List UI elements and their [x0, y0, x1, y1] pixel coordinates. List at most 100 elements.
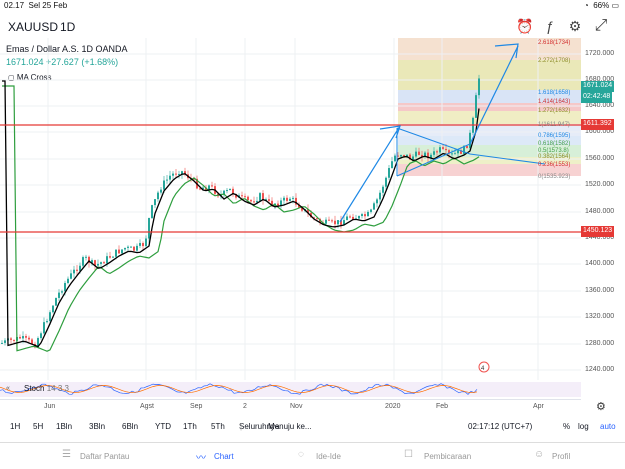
candle-body [82, 257, 84, 266]
range-button[interactable]: 1Bln [56, 422, 73, 431]
tab-chat[interactable]: Pembicaraan [424, 452, 472, 461]
fib-band [398, 124, 581, 136]
candle-body [406, 154, 408, 157]
range-button[interactable]: 6Bln [122, 422, 139, 431]
auto-toggle[interactable]: auto [600, 422, 616, 431]
fib-level-label: 0.382(1564) [538, 154, 571, 160]
stoch-pane[interactable] [0, 380, 581, 399]
range-button[interactable]: 5Th [211, 422, 225, 431]
candle-body [22, 336, 24, 339]
candle-body [286, 197, 288, 201]
log-toggle[interactable]: log [578, 422, 589, 431]
candle-body [97, 263, 99, 266]
range-button[interactable]: 1H [10, 422, 21, 431]
goto-date-button[interactable]: Menuju ke... [268, 422, 312, 431]
axis-settings-icon[interactable]: ⚙ [596, 401, 606, 413]
candle-body [211, 185, 213, 187]
chart-icon: 〰 [196, 453, 206, 464]
interval-selector[interactable]: 1D [60, 20, 76, 34]
tab-chart[interactable]: Chart [214, 452, 234, 461]
collapse-icon[interactable]: « [6, 385, 10, 392]
grid [0, 38, 581, 380]
price-axis[interactable]: 1720.000 1680.000 1640.000 1600.000 1560.000… [581, 38, 625, 378]
candle-body [403, 154, 405, 157]
candle-body [52, 305, 54, 313]
fib-level-label: 0.786(1595) [538, 133, 571, 139]
candle-body [259, 193, 261, 201]
candle-body [391, 161, 393, 169]
fib-retracement[interactable] [398, 38, 581, 176]
candle-body [460, 150, 462, 154]
stoch-legend[interactable]: Stoch 14 3 3 [24, 384, 69, 393]
candle-body [394, 155, 396, 162]
tab-ideas[interactable]: Ide-Ide [316, 452, 341, 461]
event-marker[interactable]: 4 [478, 361, 490, 373]
range-button[interactable]: 1Th [183, 422, 197, 431]
indicator-ma-cross[interactable]: ▢ MA Cross [4, 72, 56, 84]
indicators-icon[interactable]: ƒ [546, 18, 554, 34]
chart-legend: Emas / Dollar A.S. 1D OANDA 1671.024 +27… [6, 44, 128, 67]
stoch-params: 14 3 3 [46, 384, 69, 393]
candle-body [91, 260, 93, 263]
time-axis[interactable]: Jun Agst Sep 2 Nov 2020 Feb Apr [0, 399, 581, 413]
projection-path[interactable] [339, 43, 519, 223]
fib-band [398, 103, 581, 111]
candle-body [163, 180, 165, 190]
candle-body [301, 207, 303, 211]
candle-body [85, 256, 87, 258]
time-tick: Sep [190, 403, 203, 410]
top-toolbar: XAUUSD 1D ⏰ ƒ ⚙ ⤢ [0, 12, 625, 40]
candle-body [385, 177, 387, 187]
candle-body [4, 340, 6, 343]
price-tick: 1480.000 [585, 208, 615, 215]
price-tick: 1680.000 [585, 76, 615, 83]
tab-profile[interactable]: Profil [552, 452, 571, 461]
ma-fast-line [2, 80, 480, 348]
price-chart[interactable]: 4 [0, 38, 581, 380]
candle-body [334, 220, 336, 225]
candle-body [79, 265, 81, 271]
candle-body [328, 219, 330, 221]
resistance-price-label: 1611.392 [581, 119, 614, 130]
stoch-k-line [0, 383, 478, 395]
separator: | [240, 422, 243, 431]
percent-toggle[interactable]: % [563, 422, 571, 431]
range-button[interactable]: Seluruhnya [239, 422, 280, 431]
status-indicators: ◔ 66% ▭ [583, 1, 619, 10]
tab-watchlist[interactable]: Daftar Pantau [80, 452, 130, 461]
candle-body [148, 218, 150, 239]
range-button[interactable]: YTD [155, 422, 171, 431]
candle-body [193, 178, 195, 180]
bar-countdown-label: 02:42:48 [581, 92, 613, 103]
status-time-date: 02.17 Sel 25 Feb [4, 1, 68, 10]
candle-body [166, 179, 168, 181]
fib-level-label: 0(1535.923) [538, 174, 571, 180]
range-button[interactable]: 5H [33, 422, 44, 431]
legend-title: Emas / Dollar A.S. 1D OANDA [6, 44, 128, 54]
clock-label[interactable]: 02:17:12 (UTC+7) [468, 422, 533, 431]
candle-body [49, 312, 51, 322]
range-button[interactable]: 3Bln [89, 422, 106, 431]
time-tick: 2 [243, 403, 247, 410]
indicator-label: MA Cross [16, 73, 52, 82]
fullscreen-icon[interactable]: ⤢ [594, 17, 608, 34]
chat-icon: ☐ [404, 449, 413, 460]
fib-band [398, 151, 581, 157]
fib-band [398, 145, 581, 151]
candle-body [151, 205, 153, 219]
candle-body [142, 243, 144, 247]
svg-text:4: 4 [481, 366, 485, 372]
candle-body [295, 197, 297, 205]
stoch-d-line [0, 385, 478, 393]
fib-band [398, 111, 581, 124]
candle-body [61, 291, 63, 293]
time-tick: 2020 [385, 403, 401, 410]
candle-body [451, 153, 453, 155]
settings-icon[interactable]: ⚙ [568, 18, 582, 34]
symbol-selector[interactable]: XAUUSD [8, 20, 59, 34]
candle-body [256, 200, 258, 203]
candle-body [46, 321, 48, 323]
alarm-icon[interactable]: ⏰ [516, 18, 534, 34]
time-tick: Agst [140, 403, 155, 410]
candle-body [307, 209, 309, 213]
